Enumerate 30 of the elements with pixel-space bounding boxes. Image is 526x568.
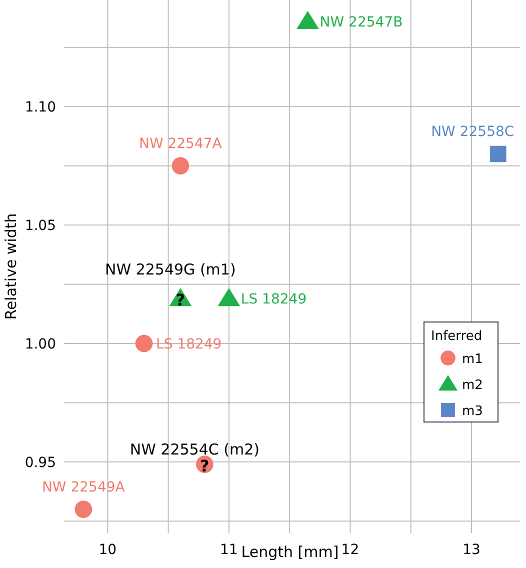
legend-label: m2 — [462, 378, 483, 393]
y-tick-label: 1.10 — [24, 100, 56, 116]
data-label: ? — [200, 456, 210, 476]
point — [490, 146, 506, 162]
y-tick-label: 0.95 — [24, 454, 56, 471]
x-axis-title: Length [mm] — [241, 543, 339, 561]
legend-label: m3 — [462, 404, 483, 419]
point — [218, 288, 240, 306]
x-tick-label: 12 — [341, 542, 360, 558]
y-tick-label: 1.05 — [24, 218, 56, 234]
y-axis-title: Relative width — [2, 213, 20, 320]
point — [135, 334, 153, 352]
y-tick-label: 1.00 — [24, 336, 56, 352]
annotation: NW 22549G (m1) — [105, 260, 236, 278]
x-tick-label: 11 — [220, 542, 238, 558]
data-label: LS 18249 — [156, 336, 222, 352]
data-label: NW 22558C — [431, 124, 514, 140]
data-label: NW 22549A — [42, 479, 126, 496]
data-label: NW 22547A — [138, 136, 222, 152]
data-label: NW 22547B — [320, 14, 403, 30]
legend-label: m1 — [462, 352, 483, 367]
point — [74, 500, 92, 518]
x-tick-label: 13 — [462, 542, 480, 558]
legend-title: Inferred — [431, 329, 482, 344]
annotation: NW 22554C (m2) — [130, 440, 260, 458]
x-tick-label: 10 — [98, 542, 117, 558]
point — [172, 157, 190, 174]
data-label: ? — [176, 290, 186, 310]
data-label: LS 18249 — [240, 291, 307, 308]
point — [296, 10, 319, 30]
